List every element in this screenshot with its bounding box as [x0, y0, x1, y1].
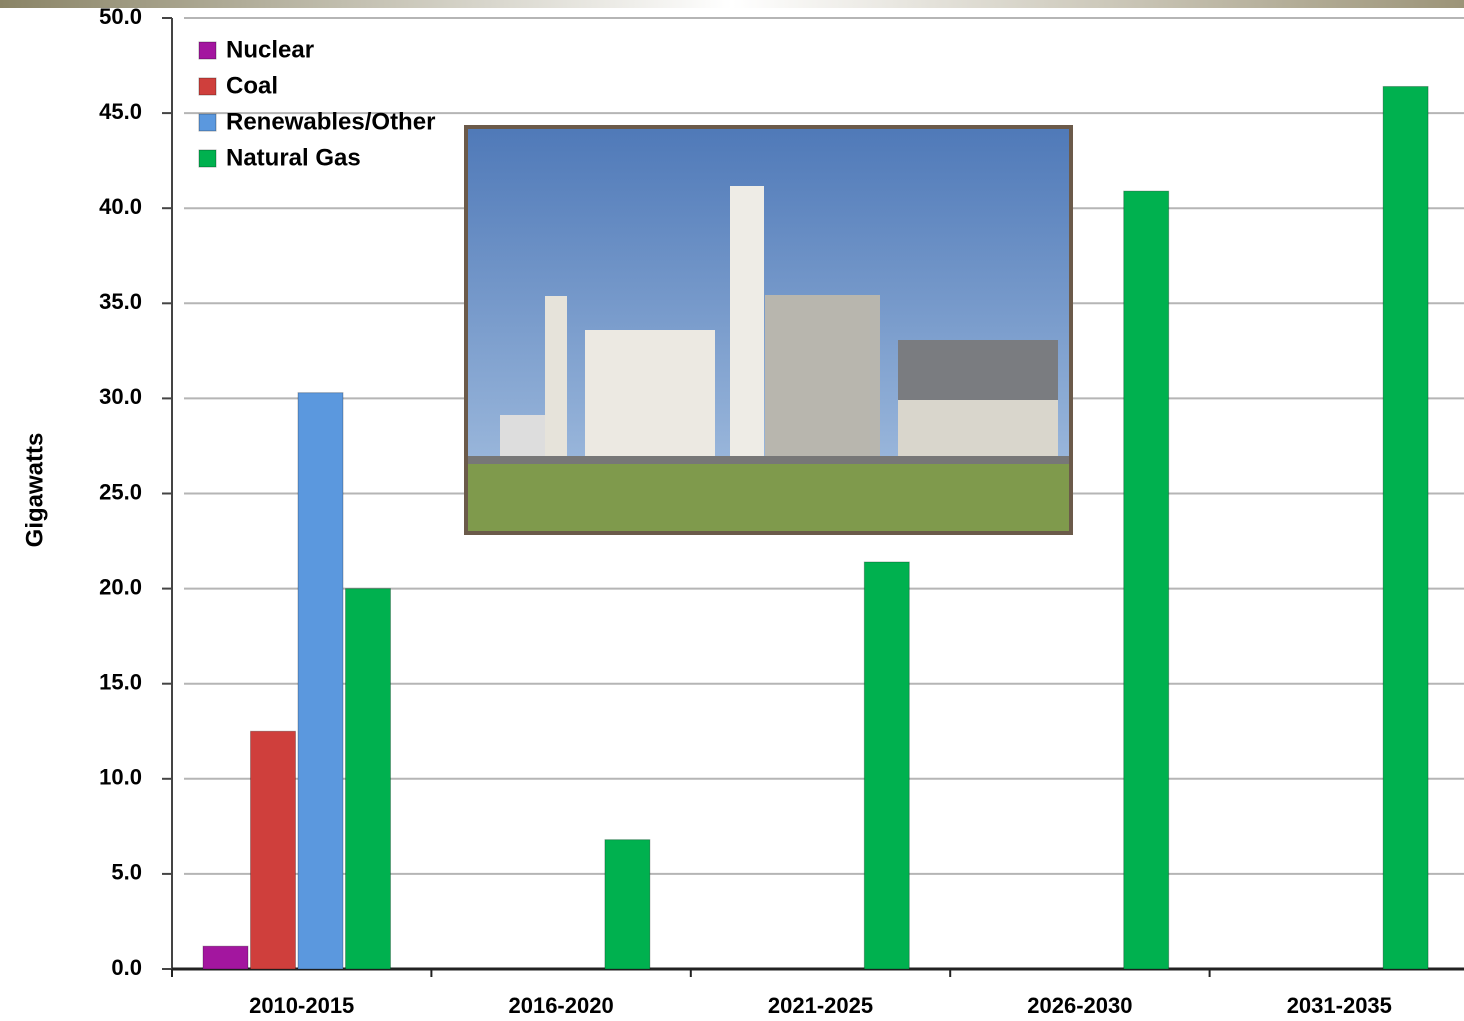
x-tick-label: 2031-2035 — [1287, 993, 1392, 1018]
legend-label: Renewables/Other — [226, 108, 435, 135]
bar — [604, 839, 651, 970]
y-tick-label: 25.0 — [99, 479, 142, 504]
photo — [464, 125, 1073, 535]
bar — [297, 392, 344, 970]
bar — [1382, 85, 1429, 970]
y-tick-label: 40.0 — [99, 194, 142, 219]
bar — [863, 561, 910, 970]
y-tick-label: 15.0 — [99, 670, 142, 695]
y-tick-label: 0.0 — [111, 955, 142, 980]
bar — [202, 945, 249, 970]
legend-label: Nuclear — [226, 36, 314, 63]
header-band — [0, 0, 1464, 8]
y-tick-label: 20.0 — [99, 574, 142, 599]
y-tick-label: 10.0 — [99, 765, 142, 790]
bars — [202, 85, 1429, 970]
y-tick-label: 45.0 — [99, 99, 142, 124]
x-tick-label: 2026-2030 — [1027, 993, 1132, 1018]
y-tick-label: 30.0 — [99, 384, 142, 409]
y-tick-label: 5.0 — [111, 860, 142, 885]
legend-label: Natural Gas — [226, 144, 361, 171]
legend-label: Coal — [226, 72, 278, 99]
legend: Nuclear Coal Renewables/Other Natural Gas — [198, 36, 435, 171]
legend-swatch — [198, 113, 217, 132]
y-tick-label: 35.0 — [99, 289, 142, 314]
bar — [345, 588, 391, 970]
y-axis-label: Gigawatts — [21, 433, 48, 548]
legend-swatch — [198, 77, 217, 96]
x-tick-label: 2021-2025 — [768, 993, 873, 1018]
legend-swatch — [198, 149, 217, 168]
x-tick-label: 2016-2020 — [508, 993, 613, 1018]
legend-swatch — [198, 41, 217, 60]
x-tick-label: 2010-2015 — [249, 993, 354, 1018]
bar — [1123, 190, 1170, 970]
y-tick-label: 50.0 — [99, 4, 142, 29]
bar — [250, 730, 296, 970]
